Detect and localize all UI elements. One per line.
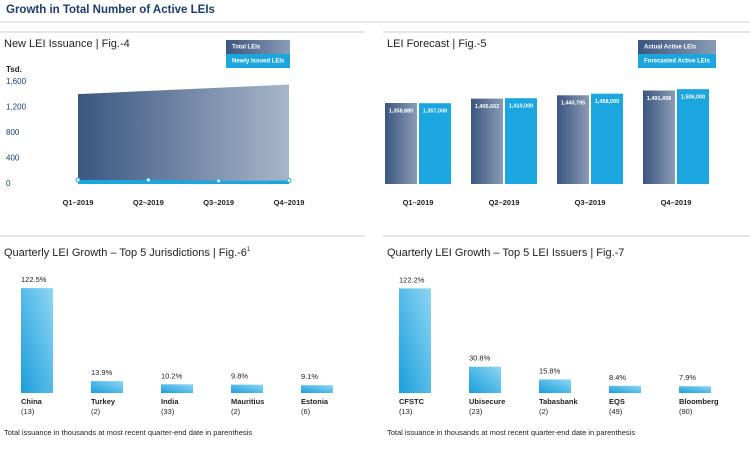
bar	[419, 103, 451, 184]
bar	[471, 98, 503, 184]
value-label: 122.2%	[399, 275, 425, 284]
chart-title: Quarterly LEI Growth – Top 5 LEI Issuers…	[387, 247, 624, 259]
bar	[21, 288, 53, 393]
category-note: (13)	[21, 407, 35, 416]
chart-title: Quarterly LEI Growth – Top 5 Jurisdictio…	[4, 247, 251, 259]
category-note: (2)	[91, 407, 101, 416]
bar	[643, 90, 675, 184]
footnote: Total issuance in thousands at most rece…	[4, 428, 252, 437]
value-label: 10.2%	[161, 371, 183, 380]
value-label: 1,458,000	[595, 99, 619, 105]
value-label: 15.8%	[539, 366, 561, 375]
chart-title: New LEI Issuance | Fig.-4	[4, 38, 130, 50]
y-tick-label: 1,200	[6, 103, 27, 112]
point	[286, 177, 292, 183]
x-tick-label: Q3–2019	[203, 198, 234, 207]
legend-swatch	[638, 54, 716, 68]
category-note: (90)	[679, 407, 693, 416]
legend-label: Forecasted Active LEIs	[644, 59, 710, 65]
y-tick-label: 1,600	[6, 77, 27, 86]
value-label: 1,357,000	[423, 109, 447, 115]
bar	[385, 103, 417, 184]
value-label: 13.9%	[91, 368, 113, 377]
y-tick-label: 0	[6, 179, 11, 188]
x-tick-label: Estonia	[301, 397, 329, 406]
bar	[677, 89, 709, 184]
value-label: 9.8%	[231, 372, 248, 381]
bar	[301, 385, 333, 393]
category-note: (2)	[539, 407, 549, 416]
category-note: (49)	[609, 407, 623, 416]
x-tick-label: Turkey	[91, 397, 116, 406]
point	[75, 177, 81, 183]
value-label: 7.9%	[679, 373, 696, 382]
x-tick-label: Bloomberg	[679, 397, 719, 406]
value-label: 30.8%	[469, 354, 491, 363]
y-axis-label: Tsd.	[6, 65, 22, 74]
bar	[469, 366, 501, 393]
bar	[161, 384, 193, 393]
point	[216, 178, 222, 184]
legend-swatch	[226, 54, 290, 68]
x-tick-label: Ubisecure	[469, 397, 505, 406]
area	[78, 179, 289, 184]
footnote: Total issuance in thousands at most rece…	[387, 428, 635, 437]
legend-swatch	[638, 40, 716, 54]
page-title: Growth in Total Number of Active LEIs	[6, 4, 215, 16]
x-tick-label: Q3–2019	[575, 198, 606, 207]
x-tick-label: Q2–2019	[489, 198, 520, 207]
chart-title: LEI Forecast | Fig.-5	[387, 38, 486, 50]
x-tick-label: Tabasbank	[539, 397, 578, 406]
area	[78, 84, 289, 184]
bar	[609, 385, 641, 393]
x-tick-label: Mauritius	[231, 397, 264, 406]
legend-label: Actual Active LEIs	[644, 45, 697, 51]
x-tick-label: Q1–2019	[403, 198, 434, 207]
x-tick-label: Q4–2019	[661, 198, 692, 207]
bar	[505, 98, 537, 184]
bar	[91, 381, 123, 393]
x-tick-label: Q4–2019	[274, 198, 305, 207]
category-note: (13)	[399, 407, 413, 416]
y-tick-label: 800	[6, 128, 20, 137]
category-note: (2)	[231, 407, 241, 416]
title-superscript: 1	[247, 247, 251, 253]
x-tick-label: China	[21, 397, 43, 406]
value-label: 1,410,000	[509, 104, 533, 110]
category-note: (33)	[161, 407, 175, 416]
value-label: 1,506,000	[681, 95, 705, 101]
y-tick-label: 400	[6, 154, 20, 163]
legend-label: Total LEIs	[232, 45, 261, 51]
x-tick-label: EQS	[609, 397, 625, 406]
category-note: (6)	[301, 407, 311, 416]
bar	[231, 384, 263, 393]
value-label: 1,405,662	[475, 104, 499, 110]
x-tick-label: Q1–2019	[63, 198, 94, 207]
x-tick-label: Q2–2019	[133, 198, 164, 207]
bar	[591, 93, 623, 184]
x-tick-label: India	[161, 397, 179, 406]
value-label: 1,358,880	[389, 108, 413, 114]
legend-label: Newly Issued LEIs	[232, 59, 285, 65]
bar	[679, 386, 711, 393]
value-label: 1,440,795	[561, 101, 585, 107]
category-note: (23)	[469, 407, 483, 416]
legend-swatch	[226, 40, 290, 54]
bar	[399, 288, 431, 393]
value-label: 9.1%	[301, 372, 318, 381]
value-label: 8.4%	[609, 373, 626, 382]
x-tick-label: CFSTC	[399, 397, 425, 406]
value-label: 122.5%	[21, 275, 47, 284]
point	[145, 177, 151, 183]
bar	[557, 95, 589, 184]
bar	[539, 379, 571, 393]
value-label: 1,491,458	[647, 96, 671, 102]
